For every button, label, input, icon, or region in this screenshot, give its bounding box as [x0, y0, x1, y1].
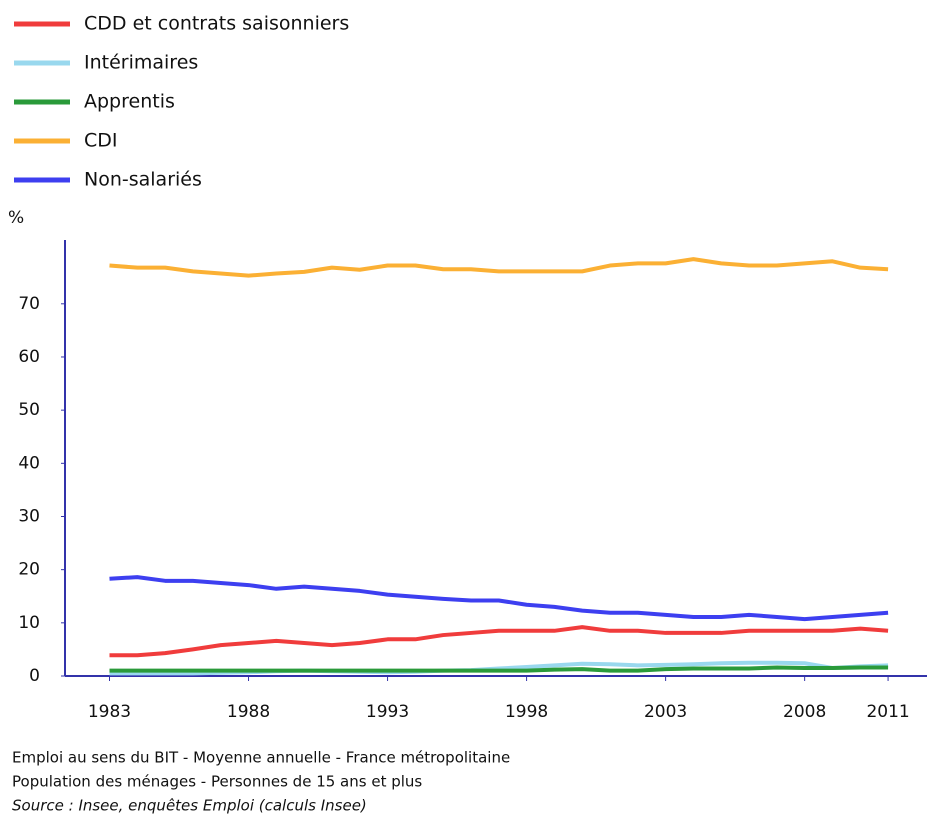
y-tick-label: 10 [18, 613, 40, 633]
series-line [109, 257, 889, 278]
source: Source : Insee, enquêtes Emploi (calculs… [12, 797, 367, 815]
series-line [109, 575, 889, 622]
x-tick-label: 1988 [227, 702, 270, 722]
legend-label: Apprentis [84, 91, 175, 113]
y-tick-label: 20 [18, 560, 40, 580]
x-tick-label: 1983 [88, 702, 131, 722]
note: Emploi au sens du BIT - Moyenne annuelle… [12, 749, 510, 767]
legend-label: CDI [84, 130, 118, 152]
series-line [109, 625, 889, 658]
y-tick-label: 50 [18, 400, 40, 420]
legend-label: Non-salariés [84, 169, 202, 191]
x-tick-label: 1993 [366, 702, 409, 722]
x-tick-label: 2008 [783, 702, 826, 722]
y-tick-label: 40 [18, 453, 40, 473]
y-tick-label: 60 [18, 347, 40, 367]
x-tick-label: 1998 [505, 702, 548, 722]
series-line [109, 665, 889, 673]
x-tick-label: 2011 [866, 702, 909, 722]
y-axis-label: % [8, 208, 24, 228]
legend-label: Intérimaires [84, 52, 198, 74]
y-tick-label: 70 [18, 294, 40, 314]
x-tick-label: 2003 [644, 702, 687, 722]
y-tick-label: 30 [18, 506, 40, 526]
y-tick-label: 0 [29, 666, 40, 686]
legend-label: CDD et contrats saisonniers [84, 13, 349, 35]
note: Population des ménages - Personnes de 15… [12, 773, 422, 791]
